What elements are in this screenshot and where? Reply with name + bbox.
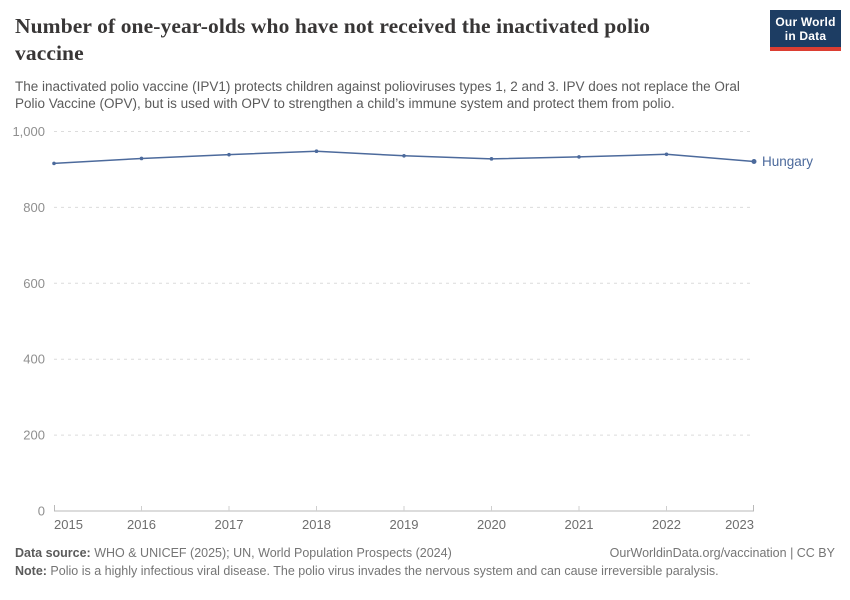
owid-logo[interactable]: Our World in Data (770, 10, 841, 51)
note-text: Note: Polio is a highly infectious viral… (15, 562, 835, 580)
data-point[interactable] (314, 149, 319, 154)
data-point[interactable] (577, 155, 581, 159)
x-axis-label: 2019 (390, 517, 419, 532)
chart-subtitle: The inactivated polio vaccine (IPV1) pro… (15, 78, 835, 112)
x-axis-label: 2023 (725, 517, 754, 532)
y-axis-label: 1,000 (12, 124, 45, 139)
attribution-link[interactable]: OurWorldinData.org/vaccination | CC BY (609, 546, 835, 560)
x-axis-label: 2017 (215, 517, 244, 532)
data-point[interactable] (664, 152, 669, 157)
y-axis-label: 200 (23, 428, 45, 443)
chart-subtitle-line1: The inactivated polio vaccine (IPV1) pro… (15, 79, 740, 94)
series-label: Hungary (762, 154, 813, 169)
page-title-line2: vaccine (15, 41, 84, 65)
x-axis-label: 2016 (127, 517, 156, 532)
note-value: Polio is a highly infectious viral disea… (46, 564, 719, 578)
owid-logo-text-line1: Our World (775, 15, 836, 29)
y-axis-label: 400 (23, 352, 45, 367)
chart-subtitle-line2: Polio Vaccine (OPV), but is used with OP… (15, 96, 675, 111)
footer-sources-row: Data source: WHO & UNICEF (2025); UN, Wo… (15, 544, 835, 562)
data-point[interactable] (402, 153, 406, 158)
data-point[interactable] (751, 158, 757, 164)
y-axis-label: 600 (23, 276, 45, 291)
data-point[interactable] (227, 152, 231, 157)
y-axis-label: 800 (23, 200, 45, 215)
data-source-value: WHO & UNICEF (2025); UN, World Populatio… (90, 546, 452, 560)
x-axis-label: 2021 (565, 517, 594, 532)
x-axis-label: 2015 (54, 517, 83, 532)
data-point[interactable] (52, 161, 56, 166)
note-label: Note: (15, 564, 47, 578)
x-axis-label: 2022 (652, 517, 681, 532)
data-source-text: Data source: WHO & UNICEF (2025); UN, Wo… (15, 544, 452, 562)
y-axis-label: 0 (38, 504, 45, 519)
page-title-line1: Number of one-year-olds who have not rec… (15, 14, 651, 38)
chart-header: Number of one-year-olds who have not rec… (15, 10, 841, 112)
x-axis-label: 2020 (477, 517, 506, 532)
data-point[interactable] (489, 157, 494, 161)
page-title: Number of one-year-olds who have not rec… (15, 13, 835, 67)
data-source-label: Data source: (15, 546, 91, 560)
owid-logo-text-line2: in Data (784, 29, 827, 43)
x-axis-label: 2018 (302, 517, 331, 532)
chart-footer: Data source: WHO & UNICEF (2025); UN, Wo… (15, 544, 835, 580)
data-point[interactable] (139, 156, 144, 161)
